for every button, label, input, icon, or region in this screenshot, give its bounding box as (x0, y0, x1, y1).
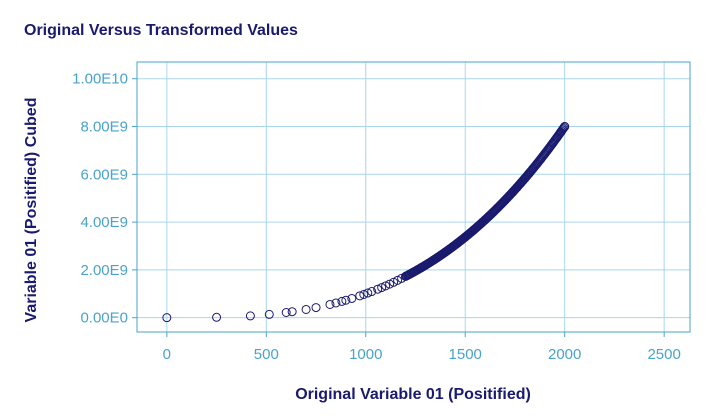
data-point (347, 293, 357, 303)
tick-layer: 0.00E0 2.00E9 4.00E9 6.00E9 8.00E9 1.00E10 0 50… (72, 71, 681, 363)
y-tick-label: 6.00E9 (80, 166, 128, 183)
data-point (389, 277, 399, 287)
x-tick-label: 1500 (449, 346, 482, 363)
data-point (331, 298, 341, 308)
data-point (287, 307, 297, 317)
data-point (359, 289, 369, 299)
data-point (212, 312, 222, 322)
x-tick-label: 2000 (548, 346, 581, 363)
data-points (162, 122, 570, 323)
data-point (558, 124, 568, 134)
y-tick-label: 4.00E9 (80, 214, 128, 231)
data-point (385, 279, 395, 289)
data-point (245, 311, 255, 321)
data-point (355, 291, 365, 301)
data-point (337, 296, 347, 306)
data-point (367, 287, 377, 297)
y-axis-title: Variable 01 (Positified) Cubed (23, 98, 40, 323)
data-point (264, 309, 274, 319)
data-point (559, 123, 569, 133)
y-tick-label: 0.00E0 (80, 310, 128, 327)
x-tick-label: 500 (254, 346, 279, 363)
data-point (281, 308, 291, 318)
y-tick-label: 8.00E9 (80, 119, 128, 136)
y-tick-label: 2.00E9 (80, 262, 128, 279)
data-point (377, 283, 387, 293)
x-tick-label: 1000 (349, 346, 382, 363)
y-tick-label: 1.00E10 (72, 71, 128, 88)
data-point (560, 122, 570, 132)
data-point (325, 299, 335, 309)
data-point (341, 295, 351, 305)
plot-frame (136, 61, 691, 333)
data-point (363, 288, 373, 298)
x-tick-label: 2500 (647, 346, 680, 363)
x-tick-label: 0 (163, 346, 171, 363)
grid-layer (137, 62, 690, 332)
chart-title: Original Versus Transformed Values (24, 22, 298, 39)
data-point (301, 304, 311, 314)
data-point (373, 284, 383, 294)
data-point (311, 303, 321, 313)
data-point (381, 281, 391, 291)
x-axis-title: Original Variable 01 (Positified) (295, 386, 531, 403)
data-point (162, 313, 172, 323)
